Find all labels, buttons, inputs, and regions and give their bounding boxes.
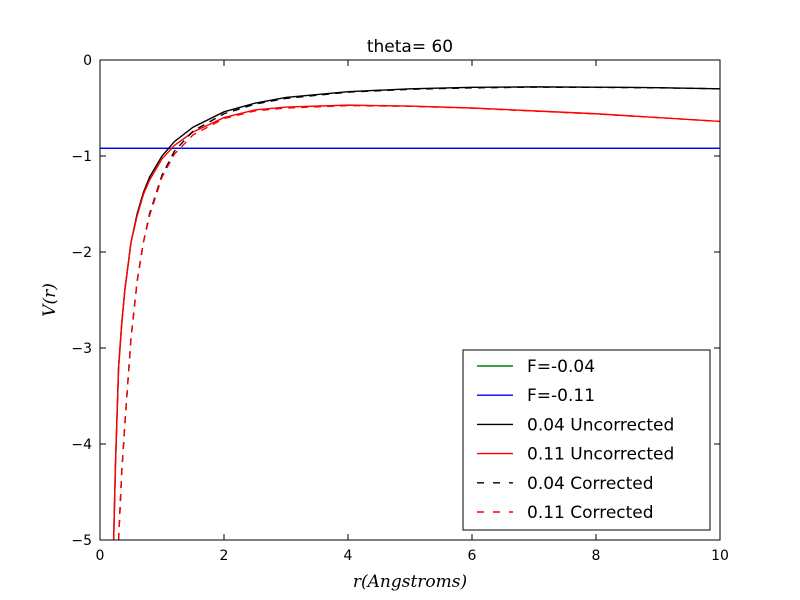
legend-label-5: 0.04 Corrected — [527, 474, 654, 494]
plot-frame — [99, 59, 721, 541]
y-tick-label: −1 — [71, 149, 92, 165]
x-tick-label: 6 — [468, 548, 477, 564]
x-tick-label: 8 — [592, 548, 601, 564]
x-tick-label: 0 — [96, 548, 105, 564]
y-tick-label: −3 — [71, 341, 92, 357]
y-tick-label: 0 — [83, 53, 92, 69]
legend: F=-0.04 F=-0.11 0.04 Uncorrected 0.11 Uncor… — [462, 349, 711, 531]
legend-label-1: F=-0.04 — [527, 357, 595, 377]
x-axis-title: r(Angstroms) — [353, 572, 467, 592]
chart-title: theta= 60 — [367, 37, 453, 57]
y-tick-label: −2 — [71, 245, 92, 261]
y-axis-title: V(r) — [40, 283, 60, 317]
legend-label-6: 0.11 Corrected — [527, 503, 654, 523]
series-layer — [100, 86, 720, 540]
series-line-6 — [117, 104, 720, 540]
y-tick-label: −4 — [71, 437, 92, 453]
x-tick-label: 2 — [220, 548, 229, 564]
ticks-layer: 0 2 4 6 8 10 0 −1 −2 −3 −4 −5 — [71, 53, 729, 564]
legend-label-4: 0.11 Uncorrected — [527, 445, 674, 465]
legend-label-3: 0.04 Uncorrected — [527, 415, 674, 435]
legend-frame — [462, 349, 711, 531]
y-tick-label: −5 — [71, 533, 92, 549]
legend-label-2: F=-0.11 — [527, 386, 595, 406]
x-tick-label: 4 — [344, 548, 353, 564]
x-tick-label: 10 — [711, 548, 729, 564]
